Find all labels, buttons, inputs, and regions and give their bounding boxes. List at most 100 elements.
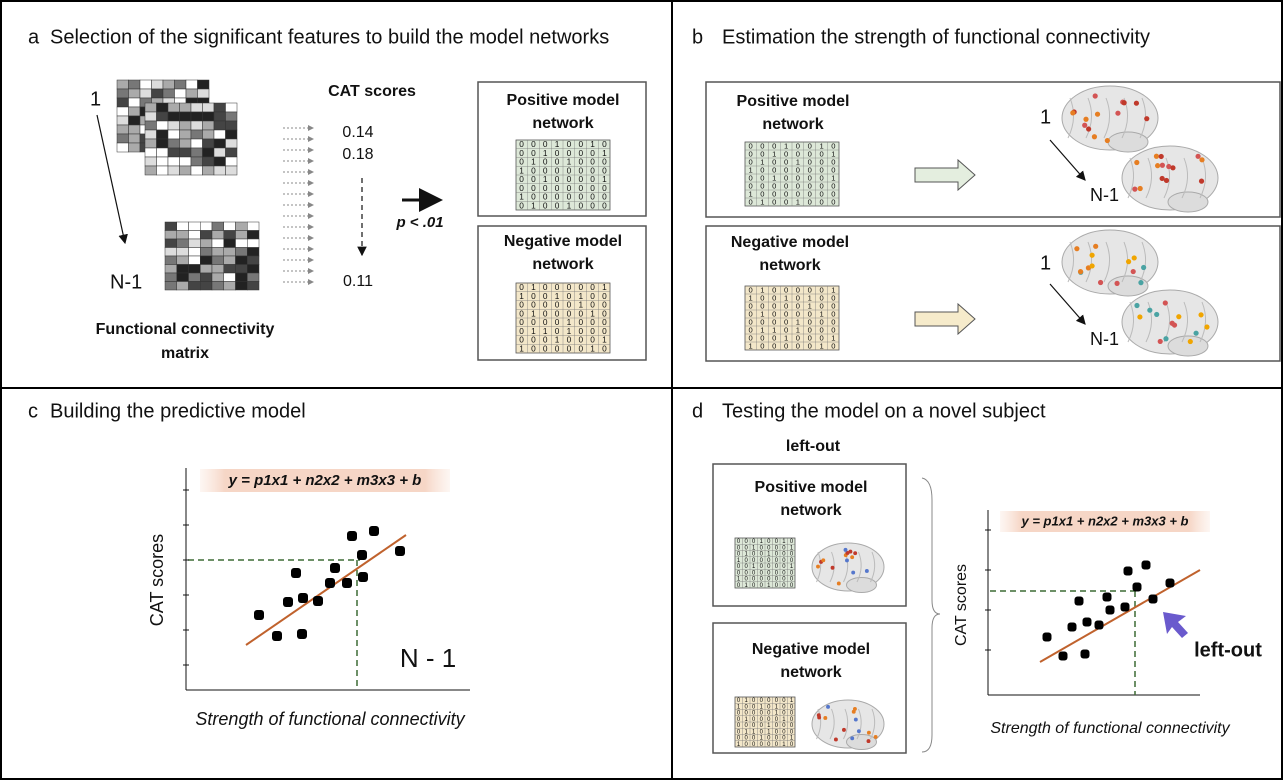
dot [1075, 597, 1084, 606]
brain-node [1078, 269, 1083, 274]
brain-node [1131, 269, 1136, 274]
brain-node [821, 558, 825, 562]
heatmap-cell [165, 265, 177, 274]
heatmap-cell [180, 148, 192, 157]
heatmap-cell [236, 273, 248, 282]
heatmap-cell [180, 121, 192, 130]
heatmap-cell [200, 282, 212, 291]
heatmap-cell [214, 121, 226, 130]
heatmap-cell [175, 89, 187, 98]
dot [395, 546, 405, 556]
heatmap-cell [226, 139, 238, 148]
brain-node [1105, 138, 1110, 143]
matrix-row: 1 0 0 0 0 0 1 0 [519, 343, 607, 353]
label: network [759, 257, 820, 274]
heatmap-cell [189, 239, 201, 248]
brain-node [1154, 312, 1159, 317]
panel-letter: c [28, 400, 38, 422]
heatmap-cell [212, 239, 224, 248]
brain-node [1176, 314, 1181, 319]
dot [313, 596, 323, 606]
heatmap-cell [214, 148, 226, 157]
label: Negative model [504, 233, 622, 250]
heatmap-cell [157, 166, 169, 175]
dot [297, 629, 307, 639]
dot [357, 550, 367, 560]
brain-node [1134, 303, 1139, 308]
brain-node [1188, 339, 1193, 344]
heatmap-cell [165, 256, 177, 265]
brain-node [1134, 160, 1139, 165]
matrix-row: 0 0 0 1 0 0 0 1 [737, 736, 793, 742]
heatmap-cell [129, 125, 141, 134]
heatmap-cell [168, 166, 180, 175]
brain-node [1163, 336, 1168, 341]
heatmap-cell [145, 139, 157, 148]
label: N-1 [1090, 329, 1119, 349]
matrix-row: 0 0 0 0 1 0 0 0 [737, 723, 794, 729]
heatmap-cell [214, 103, 226, 112]
matrix-row: 0 0 1 0 0 0 0 1 [737, 545, 793, 551]
brain [1108, 132, 1148, 152]
dot [1081, 650, 1090, 659]
heatmap-cell [191, 166, 203, 175]
brain-node [854, 718, 858, 722]
brain-node [1195, 154, 1200, 159]
heatmap-cell [226, 103, 238, 112]
brain-node [850, 736, 854, 740]
heatmap-cell [177, 222, 189, 231]
label: 0.18 [342, 146, 373, 163]
dot [1059, 652, 1068, 661]
heatmap-cell [191, 103, 203, 112]
matrix-row: 0 0 0 1 0 0 1 0 [737, 539, 794, 545]
brain-node [852, 710, 856, 714]
panel-title: Testing the model on a novel subject [722, 400, 1046, 422]
heatmap-cell [212, 265, 224, 274]
dot [1121, 603, 1130, 612]
heatmap-cell [129, 116, 141, 125]
dot [342, 578, 352, 588]
heatmap-cell [163, 80, 175, 89]
heatmap-cell [157, 139, 169, 148]
dot [283, 597, 293, 607]
brain-node [1204, 324, 1209, 329]
brain [1168, 336, 1208, 356]
heatmap-cell [226, 112, 238, 121]
heatmap-cell [214, 112, 226, 121]
heatmap-cell [117, 89, 129, 98]
brain-node [1138, 280, 1143, 285]
label: p < .01 [395, 214, 443, 231]
heatmap-cell [177, 256, 189, 265]
brain-node [1198, 312, 1203, 317]
brain-node [1141, 265, 1146, 270]
matrix-row: 1 0 0 0 0 0 1 0 [748, 341, 835, 350]
heatmap-cell [189, 248, 201, 257]
heatmap-cell [157, 121, 169, 130]
heatmap-cell [198, 89, 210, 98]
heatmap-cell [117, 125, 129, 134]
dot [1083, 618, 1092, 627]
heatmap-cell [203, 139, 215, 148]
brain-node [842, 728, 846, 732]
heatmap-cell [247, 273, 259, 282]
heatmap-cell [200, 239, 212, 248]
brain-node [857, 729, 861, 733]
label: network [762, 116, 823, 133]
heatmap-cell [168, 121, 180, 130]
heatmap-cell [226, 121, 238, 130]
brain-node [826, 705, 830, 709]
matrix-row: 1 0 0 0 0 0 0 0 [737, 577, 794, 583]
brain-node [1163, 300, 1168, 305]
heatmap-cell [157, 112, 169, 121]
heatmap-cell [200, 222, 212, 231]
heatmap-cell [212, 222, 224, 231]
heatmap-cell [247, 265, 259, 274]
heatmap-cell [140, 80, 152, 89]
heatmap-cell [157, 157, 169, 166]
heatmap-cell [191, 121, 203, 130]
heatmap-cell [117, 143, 129, 152]
brain-node [1164, 178, 1169, 183]
heatmap-cell [203, 112, 215, 121]
matrix-row: 0 0 1 0 0 0 0 1 [737, 564, 793, 570]
heatmap-cell [224, 273, 236, 282]
